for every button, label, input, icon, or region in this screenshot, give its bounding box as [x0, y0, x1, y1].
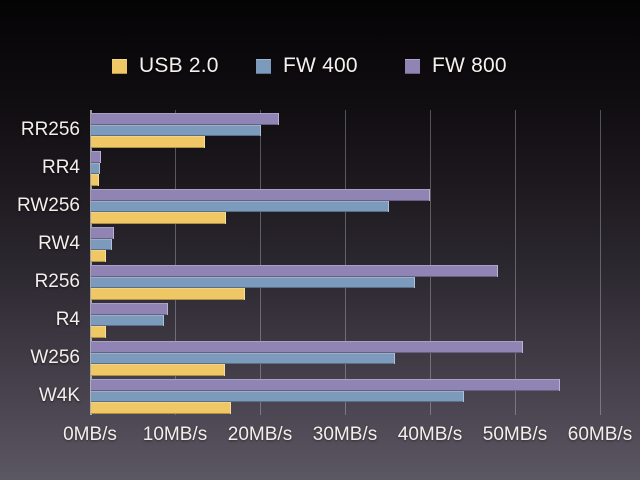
bar-fw400-r4	[91, 314, 165, 326]
bar-fw800-r256	[91, 265, 499, 277]
bar-fw800-r4	[91, 303, 168, 315]
bar-usb20-w4k	[91, 402, 232, 414]
category-label-w256: W256	[30, 347, 80, 369]
bar-group-rw4: RW4	[0, 227, 640, 265]
category-label-rw256: RW256	[16, 195, 80, 217]
category-label-rw4: RW4	[38, 233, 80, 255]
bar-usb20-rw4	[91, 250, 106, 262]
legend-label-fw800: FW 800	[432, 54, 507, 77]
bar-fw400-rr4	[91, 162, 100, 174]
x-axis-labels: 0MB/s 10MB/s 20MB/s 30MB/s 40MB/s 50MB/s 60MB/…	[0, 424, 640, 448]
bar-fw800-w4k	[91, 379, 561, 391]
x-tick-label-40: 40MB/s	[397, 424, 463, 445]
category-label-rr4: RR4	[41, 157, 80, 179]
bar-fw400-r256	[91, 276, 415, 288]
bar-group-r4: R4	[0, 303, 640, 341]
gridline	[345, 110, 346, 415]
bar-group-r256: R256	[0, 265, 640, 303]
y-axis-line	[90, 110, 92, 415]
gridline	[175, 110, 176, 415]
x-tick-label-20: 20MB/s	[227, 424, 293, 445]
legend-label-fw400: FW 400	[283, 54, 358, 77]
bar-fw800-rw4	[91, 227, 115, 239]
bar-fw400-rr256	[91, 124, 262, 136]
legend-swatch-usb2-icon	[112, 58, 127, 74]
bar-fw800-rr4	[91, 151, 102, 163]
legend-label-usb2: USB 2.0	[139, 54, 219, 77]
gridline	[600, 110, 601, 415]
bar-fw800-w256	[91, 341, 523, 353]
bar-group-w4k: W4K	[0, 379, 640, 417]
bar-fw800-rr256	[91, 113, 279, 125]
bar-usb20-w256	[91, 364, 225, 376]
bar-usb20-rr256	[91, 136, 206, 148]
bar-group-w256: W256	[0, 341, 640, 379]
category-label-w4k: W4K	[38, 385, 80, 407]
bar-groups: RR256 RR4 RW256 RW4 R256 R4 W256 W4K	[0, 113, 640, 417]
legend-swatch-fw400-icon	[256, 58, 271, 74]
legend-item-fw800: FW 800	[405, 54, 507, 77]
bar-fw400-rw256	[91, 200, 389, 212]
bar-group-rr4: RR4	[0, 151, 640, 189]
x-tick-label-30: 30MB/s	[312, 424, 378, 445]
bar-fw400-w4k	[91, 390, 465, 402]
chart-plot-area: RR256 RR4 RW256 RW4 R256 R4 W256 W4K	[0, 110, 640, 415]
x-tick-label-50: 50MB/s	[482, 424, 548, 445]
gridline	[260, 110, 261, 415]
category-label-r4: R4	[55, 309, 80, 331]
bar-usb20-r256	[91, 288, 245, 300]
bar-group-rr256: RR256	[0, 113, 640, 151]
bar-usb20-rw256	[91, 212, 227, 224]
gridline	[515, 110, 516, 415]
x-tick-label-60: 60MB/s	[567, 424, 633, 445]
x-tick-label-10: 10MB/s	[142, 424, 208, 445]
bar-fw400-rw4	[91, 238, 112, 250]
legend-item-usb2: USB 2.0	[112, 54, 219, 77]
bar-usb20-r4	[91, 326, 106, 338]
x-tick-label-0: 0MB/s	[63, 424, 117, 445]
bar-fw800-rw256	[91, 189, 431, 201]
category-label-r256: R256	[34, 271, 80, 293]
bar-fw400-w256	[91, 352, 395, 364]
legend-item-fw400: FW 400	[256, 54, 358, 77]
bar-usb20-rr4	[91, 174, 99, 186]
bar-group-rw256: RW256	[0, 189, 640, 227]
legend-swatch-fw800-icon	[405, 58, 420, 74]
gridline	[430, 110, 431, 415]
category-label-rr256: RR256	[20, 119, 80, 141]
